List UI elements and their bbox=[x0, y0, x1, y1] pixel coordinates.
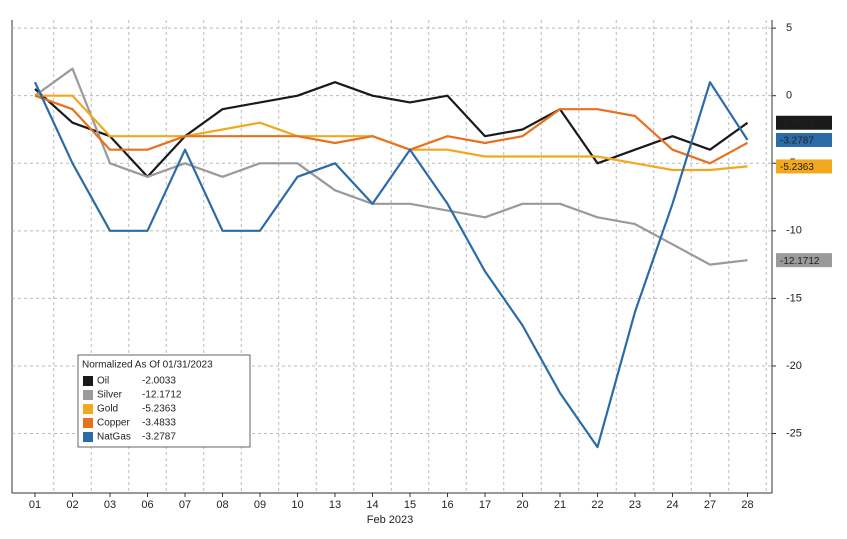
x-tick-label: 15 bbox=[404, 499, 416, 511]
x-tick-label: 24 bbox=[666, 499, 678, 511]
y-tick-label: -15 bbox=[786, 292, 802, 304]
x-tick-label: 17 bbox=[479, 499, 491, 511]
legend-value: -3.4833 bbox=[142, 418, 176, 429]
legend-value: -5.2363 bbox=[142, 404, 176, 415]
x-tick-label: 23 bbox=[629, 499, 641, 511]
x-tick-label: 21 bbox=[554, 499, 566, 511]
x-axis-label: Feb 2023 bbox=[367, 514, 413, 526]
x-tick-label: 09 bbox=[254, 499, 266, 511]
legend-name: Gold bbox=[97, 404, 118, 415]
legend-name: Oil bbox=[97, 376, 109, 387]
end-tag-label: -12.1712 bbox=[780, 256, 820, 267]
line-series bbox=[34, 81, 749, 178]
legend-name: NatGas bbox=[97, 432, 131, 443]
x-tick-label: 20 bbox=[516, 499, 528, 511]
line-series bbox=[34, 67, 748, 266]
legend-swatch bbox=[83, 418, 93, 428]
x-tick-label: 10 bbox=[291, 499, 303, 511]
y-tick-label: 5 bbox=[786, 22, 792, 34]
x-tick-label: 27 bbox=[704, 499, 716, 511]
end-tag-label: -3.2787 bbox=[780, 136, 814, 147]
end-tag bbox=[776, 159, 832, 174]
x-tick-label: 28 bbox=[741, 499, 753, 511]
end-tag bbox=[776, 132, 832, 147]
x-tick-label: 06 bbox=[141, 499, 153, 511]
legend-value: -2.0033 bbox=[142, 376, 176, 387]
legend-box bbox=[77, 354, 251, 448]
y-tick-label: -25 bbox=[786, 427, 802, 439]
legend-swatch bbox=[83, 390, 93, 400]
end-tag-label: -2.0033 bbox=[780, 118, 814, 129]
legend-name: Silver bbox=[97, 390, 123, 401]
x-tick-label: 13 bbox=[329, 499, 341, 511]
line-series bbox=[34, 94, 749, 165]
y-tick-label: -20 bbox=[786, 360, 802, 372]
x-tick-label: 08 bbox=[216, 499, 228, 511]
x-tick-label: 07 bbox=[179, 499, 191, 511]
legend-title: Normalized As Of 01/31/2023 bbox=[82, 360, 213, 371]
x-tick-label: 16 bbox=[441, 499, 453, 511]
line-series bbox=[34, 81, 749, 449]
legend-name: Copper bbox=[97, 418, 130, 429]
y-tick-label: 0 bbox=[786, 90, 792, 102]
x-tick-label: 22 bbox=[591, 499, 603, 511]
y-tick-label: -10 bbox=[786, 225, 802, 237]
legend-swatch bbox=[83, 432, 93, 442]
x-tick-label: 02 bbox=[66, 499, 78, 511]
end-tag bbox=[776, 115, 832, 130]
end-tag bbox=[776, 253, 832, 268]
legend-swatch bbox=[83, 404, 93, 414]
x-tick-label: 14 bbox=[366, 499, 378, 511]
legend-value: -12.1712 bbox=[142, 390, 182, 401]
x-tick-label: 01 bbox=[29, 499, 41, 511]
legend-swatch bbox=[83, 376, 93, 386]
x-tick-label: 03 bbox=[104, 499, 116, 511]
legend-value: -3.2787 bbox=[142, 432, 176, 443]
end-tag-label: -5.2363 bbox=[780, 162, 814, 173]
